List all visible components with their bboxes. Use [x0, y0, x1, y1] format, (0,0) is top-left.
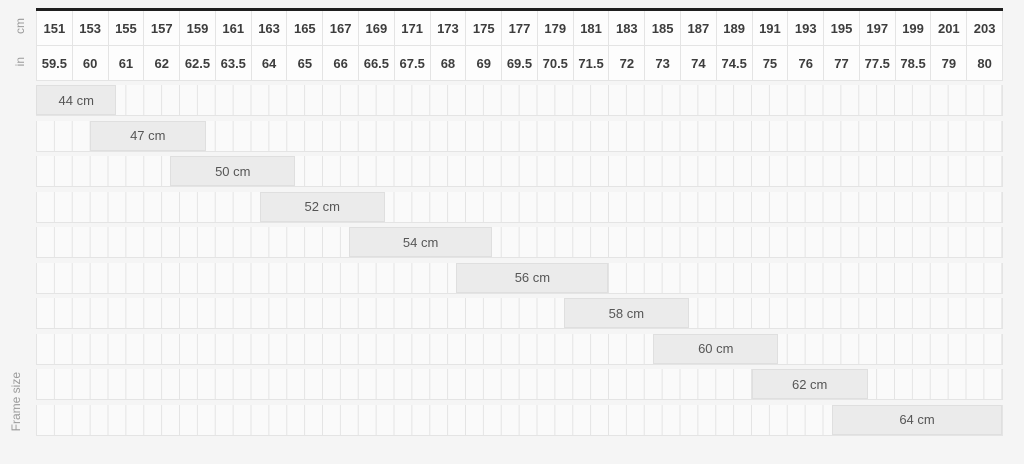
- height-cm-tick: 167: [323, 11, 359, 46]
- height-in-tick: 61: [108, 46, 145, 81]
- grid-row-track: 60 cm: [36, 333, 1003, 365]
- frame-size-bar-58: 58 cm: [563, 298, 689, 328]
- frame-size-bar-50: 50 cm: [170, 156, 296, 186]
- height-cm-tick: 173: [430, 11, 467, 46]
- height-in-axis-unit-label: in: [13, 57, 27, 67]
- height-cm-tick: 191: [752, 11, 789, 46]
- height-cm-tick: 189: [716, 11, 753, 46]
- height-in-tick: 69: [466, 46, 503, 81]
- height-cm-tick: 165: [287, 11, 324, 46]
- height-in-tick: 59.5: [37, 46, 73, 81]
- height-cm-tick: 185: [645, 11, 681, 46]
- height-in-tick: 68: [430, 46, 467, 81]
- height-in-tick: 67.5: [394, 46, 431, 81]
- chart-row: 50 cm: [36, 156, 1003, 192]
- height-in-tick: 77.5: [859, 46, 896, 81]
- height-in-tick: 64: [251, 46, 288, 81]
- chart-row: 62 cm: [36, 369, 1003, 405]
- height-in-tick: 66: [323, 46, 359, 81]
- grid-row-track: 62 cm: [36, 369, 1003, 400]
- height-cm-tick: 159: [180, 11, 216, 46]
- height-cm-tick: 153: [72, 11, 109, 46]
- grid-row-track: 58 cm: [36, 298, 1003, 329]
- frame-size-bar-44: 44 cm: [36, 85, 117, 115]
- height-cm-tick: 181: [573, 11, 610, 46]
- height-in-tick: 74: [681, 46, 717, 81]
- height-cm-tick: 171: [394, 11, 431, 46]
- height-cm-tick: 195: [824, 11, 860, 46]
- frame-size-bar-52: 52 cm: [259, 191, 385, 222]
- chart-row: 56 cm: [36, 262, 1003, 299]
- grid-row-track: 64 cm: [36, 404, 1003, 436]
- height-in-tick: 62.5: [180, 46, 216, 81]
- height-in-tick: 80: [967, 46, 1003, 81]
- frame-size-bar-54: 54 cm: [349, 227, 493, 257]
- frame-size-bar-47: 47 cm: [89, 120, 206, 151]
- height-cm-tick: 187: [681, 11, 717, 46]
- grid-row-track: 47 cm: [36, 120, 1003, 152]
- height-in-tick: 77: [824, 46, 860, 81]
- height-in-tick: 65: [287, 46, 324, 81]
- grid-row-track: 54 cm: [36, 227, 1003, 258]
- height-in-tick: 79: [931, 46, 968, 81]
- height-in-tick: 73: [645, 46, 681, 81]
- height-in-tick: 60: [72, 46, 109, 81]
- height-cm-tick: 201: [931, 11, 968, 46]
- height-in-tick: 63.5: [215, 46, 252, 81]
- frame-size-axis-label: Frame size: [9, 372, 23, 432]
- frame-size-bar-62: 62 cm: [751, 369, 868, 399]
- height-cm-tick: 193: [788, 11, 825, 46]
- height-cm-tick: 175: [466, 11, 503, 46]
- chart-body: 44 cm 47 cm 50 cm 52 cm 54 cm 56 cm 58 cm 60 cm…: [36, 85, 1003, 440]
- chart-row: 60 cm: [36, 333, 1003, 370]
- frame-size-bar-64: 64 cm: [832, 404, 1002, 435]
- grid-row-track: 52 cm: [36, 191, 1003, 223]
- top-border-band: [36, 8, 1003, 11]
- height-in-tick: 69.5: [502, 46, 538, 81]
- frame-size-bar-60: 60 cm: [653, 333, 779, 364]
- grid-row-track: 50 cm: [36, 156, 1003, 187]
- height-in-tick: 78.5: [895, 46, 932, 81]
- grid-row-track: 44 cm: [36, 85, 1003, 116]
- height-in-tick: 72: [609, 46, 646, 81]
- frame-size-bar-56: 56 cm: [456, 262, 609, 293]
- chart-row: 54 cm: [36, 227, 1003, 263]
- height-in-tick: 62: [144, 46, 181, 81]
- height-cm-tick: 161: [215, 11, 252, 46]
- height-cm-tick: 155: [108, 11, 145, 46]
- grid-row-track: 56 cm: [36, 262, 1003, 294]
- chart-row: 44 cm: [36, 85, 1003, 121]
- height-in-tick: 74.5: [716, 46, 753, 81]
- height-cm-axis-unit-label: cm: [13, 18, 27, 34]
- height-in-header-row: 59.5 60 61 62 62.5 63.5 64 65 66 66.5 67.5 68 69 69.5…: [36, 46, 1003, 81]
- height-in-tick: 70.5: [537, 46, 574, 81]
- height-cm-tick: 199: [895, 11, 932, 46]
- height-cm-tick: 203: [967, 11, 1003, 46]
- height-cm-header-row: 151 153 155 157 159 161 163 165 167 169 171 173 175 1…: [36, 11, 1003, 46]
- chart-area: 151 153 155 157 159 161 163 165 167 169 171 173 175 1…: [36, 8, 1003, 440]
- height-cm-tick: 151: [37, 11, 73, 46]
- height-in-tick: 76: [788, 46, 825, 81]
- chart-row: 52 cm: [36, 191, 1003, 228]
- chart-row: 47 cm: [36, 120, 1003, 157]
- height-in-tick: 66.5: [359, 46, 395, 81]
- chart-row: 58 cm: [36, 298, 1003, 334]
- height-in-tick: 75: [752, 46, 789, 81]
- height-cm-tick: 179: [537, 11, 574, 46]
- height-cm-tick: 183: [609, 11, 646, 46]
- height-cm-tick: 169: [359, 11, 395, 46]
- height-cm-tick: 177: [502, 11, 538, 46]
- height-cm-tick: 163: [251, 11, 288, 46]
- height-in-tick: 71.5: [573, 46, 610, 81]
- height-cm-tick: 157: [144, 11, 181, 46]
- chart-row: 64 cm: [36, 404, 1003, 441]
- height-cm-tick: 197: [859, 11, 896, 46]
